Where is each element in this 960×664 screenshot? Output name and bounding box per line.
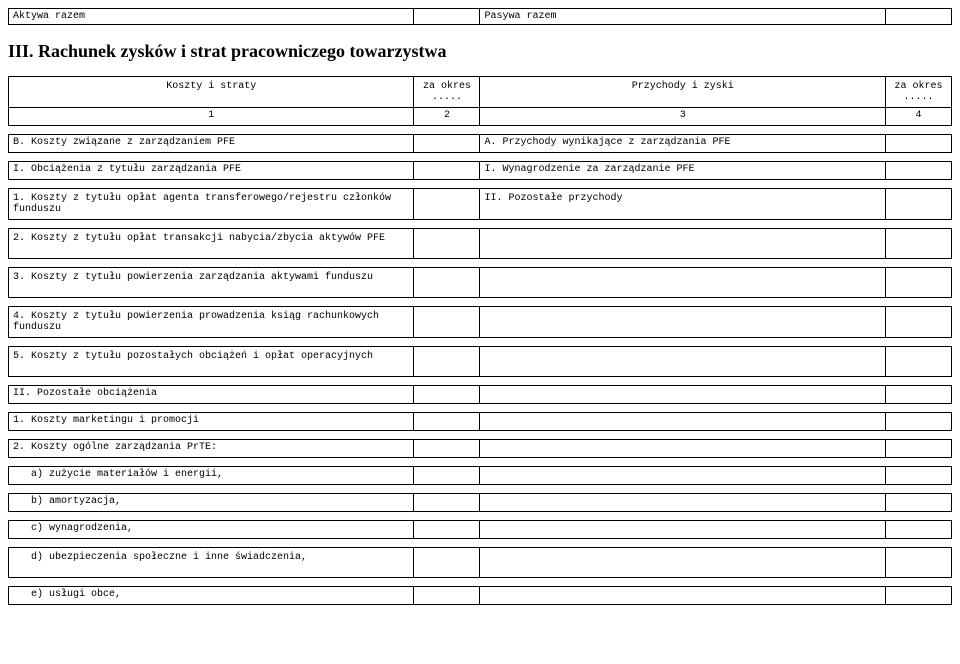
row-a-income: A. Przychody wynikające z zarządzania PF… [480, 135, 885, 153]
cell-general-value [414, 440, 480, 458]
cell-ii-left-right [480, 386, 885, 404]
cell-3-value [414, 268, 480, 298]
col-num-4: 4 [885, 108, 951, 126]
cell-sd-right [480, 548, 885, 578]
cell-sa-value [414, 467, 480, 485]
row-3-management: 3. Koszty z tytułu powierzenia zarządzan… [9, 268, 414, 298]
assets-liabilities-table: Aktywa razem Pasywa razem [8, 8, 952, 25]
liabilities-total-label: Pasywa razem [480, 9, 885, 25]
header-income: Przychody i zyski [480, 77, 885, 108]
cell-sc-right [480, 521, 885, 539]
profit-loss-marketing: 1. Koszty marketingu i promocji [8, 412, 952, 431]
cell-marketing-right-value [885, 413, 951, 431]
cell-sd-value [414, 548, 480, 578]
header-costs: Koszty i straty [9, 77, 414, 108]
row-5-other: 5. Koszty z tytułu pozostałych obciążeń … [9, 347, 414, 377]
cell-a-value [885, 135, 951, 153]
row-1-agent: 1. Koszty z tytułu opłat agenta transfer… [9, 189, 414, 220]
col-num-1: 1 [9, 108, 414, 126]
cell-se-right-value [885, 587, 951, 605]
profit-loss-sub-a: a) zużycie materiałów i energii, [8, 466, 952, 485]
cell-marketing-right [480, 413, 885, 431]
profit-loss-items: 1. Koszty z tytułu opłat agenta transfer… [8, 188, 952, 220]
cell-general-right-value [885, 440, 951, 458]
cell-general-right [480, 440, 885, 458]
row-ii-right: II. Pozostałe przychody [480, 189, 885, 220]
cell-3-right-value [885, 268, 951, 298]
cell-sa-right-value [885, 467, 951, 485]
header-period-2: za okres ..... [885, 77, 951, 108]
cell-4-value [414, 307, 480, 338]
row-sub-b: b) amortyzacja, [9, 494, 414, 512]
profit-loss-sub-b: b) amortyzacja, [8, 493, 952, 512]
cell-ii-left-value [414, 386, 480, 404]
cell-2-value [414, 229, 480, 259]
profit-loss-detail: I. Obciążenia z tytułu zarządzania PFE I… [8, 161, 952, 180]
row-2-transactions: 2. Koszty z tytułu opłat transakcji naby… [9, 229, 414, 259]
row-marketing: 1. Koszty marketingu i promocji [9, 413, 414, 431]
row-sub-a: a) zużycie materiałów i energii, [9, 467, 414, 485]
cell-marketing-value [414, 413, 480, 431]
cell-ii-left-right-value [885, 386, 951, 404]
cell-4-right [480, 307, 885, 338]
cell-b-value [414, 135, 480, 153]
header-period-1: za okres ..... [414, 77, 480, 108]
row-ii-left: II. Pozostałe obciążenia [9, 386, 414, 404]
cell-sb-value [414, 494, 480, 512]
profit-loss-items-5: 5. Koszty z tytułu pozostałych obciążeń … [8, 346, 952, 377]
profit-loss-table: Koszty i straty za okres ..... Przychody… [8, 76, 952, 126]
col-num-2: 2 [414, 108, 480, 126]
cell-2-right-value [885, 229, 951, 259]
cell-se-right [480, 587, 885, 605]
profit-loss-sub-d: d) ubezpieczenia społeczne i inne świadc… [8, 547, 952, 578]
cell-2-right [480, 229, 885, 259]
row-general-mgmt: 2. Koszty ogólne zarządzania PrTE: [9, 440, 414, 458]
profit-loss-body: B. Koszty związane z zarządzaniem PFE A.… [8, 134, 952, 153]
assets-total-value [414, 9, 480, 25]
cell-1-value [414, 189, 480, 220]
cell-3-right [480, 268, 885, 298]
row-b-costs: B. Koszty związane z zarządzaniem PFE [9, 135, 414, 153]
profit-loss-sub-e: e) usługi obce, [8, 586, 952, 605]
row-sub-c: c) wynagrodzenia, [9, 521, 414, 539]
cell-5-right-value [885, 347, 951, 377]
profit-loss-ii-left: II. Pozostałe obciążenia [8, 385, 952, 404]
profit-loss-items-4: 4. Koszty z tytułu powierzenia prowadzen… [8, 306, 952, 338]
cell-i-right-value [885, 162, 951, 180]
cell-5-right [480, 347, 885, 377]
assets-total-label: Aktywa razem [9, 9, 414, 25]
col-num-3: 3 [480, 108, 885, 126]
row-i-right: I. Wynagrodzenie za zarządzanie PFE [480, 162, 885, 180]
cell-4-right-value [885, 307, 951, 338]
row-4-bookkeeping: 4. Koszty z tytułu powierzenia prowadzen… [9, 307, 414, 338]
profit-loss-sub-c: c) wynagrodzenia, [8, 520, 952, 539]
cell-sd-right-value [885, 548, 951, 578]
profit-loss-general: 2. Koszty ogólne zarządzania PrTE: [8, 439, 952, 458]
row-sub-d: d) ubezpieczenia społeczne i inne świadc… [9, 548, 414, 578]
cell-i-left-value [414, 162, 480, 180]
profit-loss-items-2: 2. Koszty z tytułu opłat transakcji naby… [8, 228, 952, 259]
row-sub-e: e) usługi obce, [9, 587, 414, 605]
cell-5-value [414, 347, 480, 377]
cell-sb-right [480, 494, 885, 512]
profit-loss-items-3: 3. Koszty z tytułu powierzenia zarządzan… [8, 267, 952, 298]
cell-sc-value [414, 521, 480, 539]
section-title: III. Rachunek zysków i strat pracownicze… [8, 41, 952, 62]
cell-ii-right-value [885, 189, 951, 220]
liabilities-total-value [885, 9, 951, 25]
row-i-left: I. Obciążenia z tytułu zarządzania PFE [9, 162, 414, 180]
cell-se-value [414, 587, 480, 605]
cell-sb-right-value [885, 494, 951, 512]
cell-sa-right [480, 467, 885, 485]
cell-sc-right-value [885, 521, 951, 539]
